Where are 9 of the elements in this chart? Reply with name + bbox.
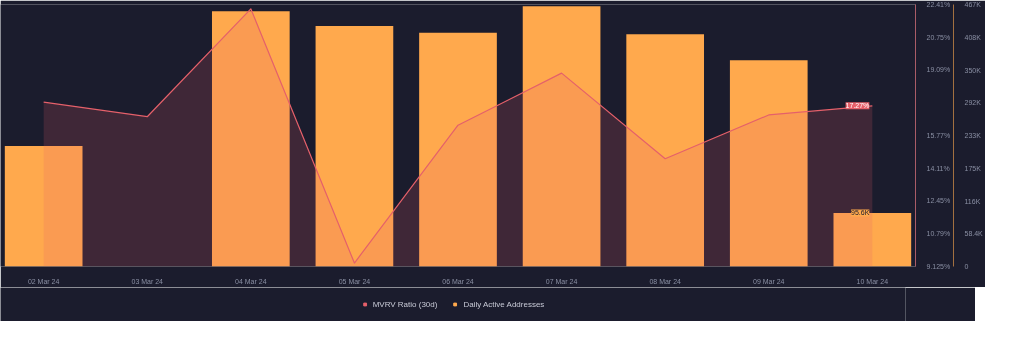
legend-label: MVRV Ratio (30d) — [372, 299, 438, 309]
bar — [522, 6, 601, 267]
bar — [419, 32, 497, 267]
bar — [4, 145, 83, 267]
bar — [729, 60, 808, 267]
legend-label: Daily Active Addresses — [463, 299, 545, 309]
bar — [315, 25, 394, 267]
bar — [626, 34, 705, 267]
bar — [211, 11, 290, 267]
